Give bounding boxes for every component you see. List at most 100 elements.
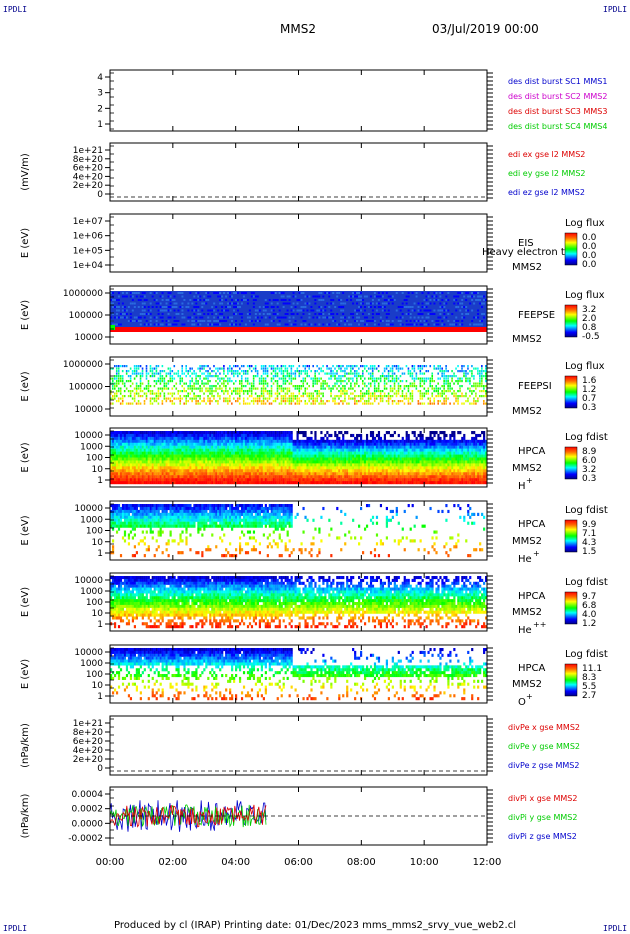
spectrogram-cell — [477, 313, 480, 315]
spectrogram-cell — [153, 445, 156, 449]
spectrogram-cell — [348, 377, 350, 380]
spectrogram-cell — [236, 475, 240, 479]
spectrogram-cell — [421, 380, 424, 383]
spectrogram-cell — [233, 382, 235, 385]
spectrogram-cell — [254, 400, 257, 403]
colorbar-tick: 0.3 — [582, 403, 596, 413]
spectrogram-cell — [262, 380, 265, 383]
spectrogram-cell — [318, 367, 320, 370]
spectrogram-cell — [457, 370, 459, 373]
spectrogram-cell — [274, 316, 277, 319]
spectrogram-cell — [117, 295, 120, 298]
spectrogram-cell — [276, 375, 279, 378]
spectrogram-cell — [381, 390, 384, 393]
spectrogram-cell — [298, 402, 301, 405]
spectrogram-cell — [290, 402, 293, 405]
spectrogram-cell — [346, 445, 349, 449]
spectrogram-cell — [129, 466, 133, 470]
spectrogram-cell — [209, 295, 212, 298]
spectrogram-cell — [344, 448, 347, 452]
spectrogram-cell — [360, 390, 362, 393]
spectrogram-cell — [244, 439, 248, 443]
spectrogram-cell — [221, 460, 224, 464]
spectrogram-cell — [193, 370, 195, 373]
spectrogram-cell — [276, 431, 279, 435]
spectrogram-cell — [385, 299, 388, 301]
legend-entry: des dist burst SC3 MMS3 — [508, 107, 607, 116]
spectrogram-cell — [163, 439, 166, 443]
spectrogram-cell — [244, 442, 248, 446]
spectrogram-cell — [369, 402, 372, 405]
spectrogram-cell — [195, 299, 198, 301]
spectrogram-cell — [242, 295, 245, 298]
spectrogram-cell — [399, 375, 402, 378]
spectrogram-cell — [175, 478, 178, 482]
spectrogram-cell — [338, 445, 341, 449]
spectrogram-cell — [324, 372, 326, 375]
spectrogram-cell — [135, 448, 138, 452]
spectrogram-cell — [185, 375, 187, 378]
spectrogram-cell — [417, 402, 420, 405]
spectrogram-cell — [258, 481, 261, 485]
spectrogram-cell — [377, 395, 380, 398]
spectrogram-cell — [465, 370, 467, 373]
spectrogram-cell — [203, 433, 206, 438]
spectrogram-cell — [294, 472, 297, 476]
spectrogram-cell — [256, 372, 259, 375]
spectrogram-cell — [115, 395, 118, 398]
spectrogram-cell — [423, 309, 426, 312]
spectrogram-cell — [256, 481, 260, 485]
spectrogram-cell — [159, 436, 162, 441]
spacecraft-label: MMS2 — [512, 406, 542, 417]
spectrogram-cell — [274, 457, 277, 461]
spectrogram-cell — [308, 457, 311, 461]
spectrogram-cell — [115, 431, 119, 435]
spectrogram-cell — [264, 442, 267, 446]
spectrogram-cell — [356, 370, 358, 373]
spectrogram-cell — [342, 442, 345, 446]
spectrogram-cell — [365, 302, 368, 305]
spectrogram-cell — [475, 299, 478, 301]
spectrogram-cell — [407, 367, 410, 370]
spectrogram-cell — [209, 385, 211, 388]
spectrogram-cell — [185, 442, 188, 446]
spectrogram-cell — [161, 448, 164, 452]
spectrogram-cell — [213, 433, 216, 438]
spectrogram-cell — [449, 402, 451, 405]
spectrogram-cell — [473, 377, 475, 380]
instrument-label: FEEPSI — [518, 381, 552, 392]
spectrogram-cell — [254, 309, 257, 312]
spectrogram-cell — [427, 316, 430, 319]
spectrogram-cell — [344, 370, 346, 373]
spectrogram-cell — [143, 451, 146, 455]
spectrogram-cell — [417, 316, 420, 319]
spectrogram-cell — [233, 302, 236, 305]
spectrogram-cell — [342, 475, 345, 479]
spectrogram-cell — [481, 365, 483, 368]
spectrogram-cell — [284, 442, 287, 446]
spectrogram-cell — [195, 380, 197, 383]
spectrogram-cell — [296, 436, 299, 441]
spectrogram-cell — [225, 295, 228, 298]
spectrogram-cell — [371, 370, 374, 373]
spectrogram-cell — [201, 436, 204, 441]
spectrogram-cell — [217, 370, 219, 373]
spectrogram-cell — [127, 431, 131, 435]
spectrogram-cell — [225, 448, 228, 452]
spectrogram-cell — [242, 433, 246, 438]
spectrogram-cell — [330, 309, 333, 312]
spectrogram-cell — [266, 375, 269, 378]
spectrogram-cell — [113, 451, 117, 455]
spectrogram-cell — [219, 367, 221, 370]
spectrogram-cell — [229, 395, 231, 398]
y-tick-label: 1 — [97, 120, 103, 130]
spectrogram-cell — [435, 323, 438, 326]
spectrogram-cell — [455, 299, 458, 301]
spectrogram-cell — [286, 370, 289, 373]
spectrogram-cell — [238, 390, 241, 393]
spectrogram-cell — [167, 463, 170, 467]
spectrogram-cell — [435, 295, 438, 298]
spectrogram-cell — [262, 385, 265, 388]
spectrogram-cell — [423, 365, 426, 368]
spectrogram-cell — [318, 306, 321, 308]
